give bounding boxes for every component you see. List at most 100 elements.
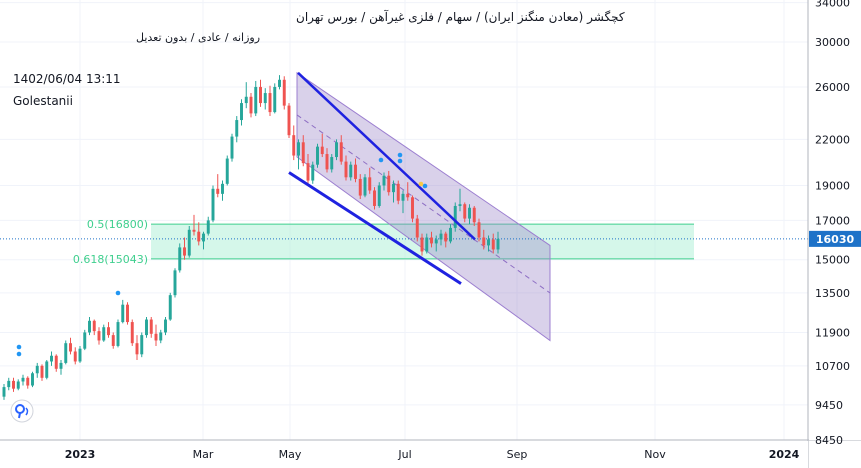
candle-body bbox=[325, 154, 329, 170]
channel-midline bbox=[296, 114, 551, 294]
candle-body bbox=[45, 361, 49, 378]
price-axis[interactable] bbox=[809, 0, 861, 440]
time-tick-label: Nov bbox=[644, 448, 666, 461]
candle-body bbox=[173, 270, 177, 296]
price-tick-label: 15000 bbox=[815, 254, 850, 267]
trendline-lower bbox=[288, 171, 462, 285]
price-tick-label: 9450 bbox=[815, 399, 843, 412]
event-marker bbox=[397, 158, 403, 164]
time-tick-label: Sep bbox=[507, 448, 528, 461]
candle-body bbox=[363, 177, 367, 196]
candle-body bbox=[491, 239, 495, 250]
candle-body bbox=[111, 335, 115, 346]
candle-body bbox=[354, 164, 357, 179]
time-tick-label: 2023 bbox=[65, 448, 96, 461]
drawings-front bbox=[16, 71, 476, 357]
candle-body bbox=[487, 239, 490, 246]
candle-body bbox=[278, 79, 281, 87]
candle-body bbox=[16, 381, 20, 389]
candle-body bbox=[164, 319, 167, 333]
time-axis[interactable] bbox=[0, 441, 808, 468]
candle-body bbox=[121, 304, 125, 323]
candle-body bbox=[292, 135, 296, 156]
candle-body bbox=[439, 233, 443, 240]
candle-body bbox=[411, 197, 414, 219]
trendline-upper bbox=[297, 71, 476, 241]
candle-body bbox=[78, 348, 82, 362]
candle-body bbox=[306, 163, 310, 181]
candle-body bbox=[458, 204, 462, 206]
price-tick-label: 26000 bbox=[815, 81, 850, 94]
candle-body bbox=[406, 193, 410, 198]
candle-body bbox=[240, 103, 243, 121]
time-tick-label: 2024 bbox=[769, 448, 800, 461]
candle-body bbox=[472, 207, 476, 223]
candle-body bbox=[102, 327, 106, 341]
interval-info: روزانه / عادی / بدون تعدیل bbox=[136, 31, 260, 44]
candle-body bbox=[320, 146, 324, 155]
candle-body bbox=[453, 205, 457, 228]
candle-body bbox=[463, 204, 467, 219]
candle-body bbox=[349, 164, 353, 178]
price-tick-label: 11900 bbox=[815, 326, 850, 339]
candle-body bbox=[297, 142, 300, 156]
candle-body bbox=[482, 237, 486, 246]
candle-body bbox=[2, 387, 6, 397]
candle-body bbox=[69, 343, 72, 352]
candle-body bbox=[244, 96, 248, 104]
candle-body bbox=[12, 380, 15, 389]
candle-body bbox=[358, 178, 362, 196]
candle-body bbox=[88, 320, 91, 333]
time-tick-label: Jul bbox=[397, 448, 411, 461]
price-tick-label: 22000 bbox=[815, 133, 850, 146]
candle-body bbox=[7, 380, 11, 388]
regression-channel bbox=[296, 71, 551, 342]
candle-body bbox=[392, 183, 395, 193]
candle-body bbox=[430, 237, 433, 244]
candle-body bbox=[149, 319, 153, 334]
candle-body bbox=[216, 188, 220, 194]
candle-body bbox=[249, 96, 253, 114]
candle-body bbox=[154, 333, 158, 341]
candle-body bbox=[449, 227, 452, 242]
candle-body bbox=[311, 164, 315, 181]
candle-body bbox=[92, 320, 96, 332]
candle-body bbox=[183, 247, 186, 256]
candle-body bbox=[197, 231, 201, 242]
candle-body bbox=[434, 239, 438, 244]
candle-body bbox=[235, 120, 239, 137]
candle-body bbox=[116, 322, 120, 346]
candle-body bbox=[187, 229, 191, 256]
price-tick-label: 34000 bbox=[815, 0, 850, 10]
candle-body bbox=[178, 247, 182, 271]
candle-body bbox=[26, 377, 30, 386]
candle-body bbox=[301, 142, 305, 164]
fib-level-label: 0.618(15043) bbox=[73, 253, 148, 266]
candle-body bbox=[263, 93, 267, 104]
candle-body bbox=[230, 136, 234, 159]
candle-body bbox=[425, 237, 429, 252]
price-tick-label: 8450 bbox=[815, 434, 843, 447]
event-marker bbox=[16, 344, 22, 350]
candle-body bbox=[344, 161, 348, 178]
candle-body bbox=[339, 142, 343, 162]
candle-body bbox=[287, 105, 291, 136]
candle-body bbox=[50, 355, 53, 362]
candle-body bbox=[192, 229, 196, 232]
author-name: Golestanii bbox=[13, 94, 73, 108]
candle-body bbox=[377, 185, 381, 206]
candle-body bbox=[444, 233, 448, 242]
candle-body bbox=[159, 332, 163, 341]
candle-body bbox=[40, 365, 44, 378]
candle-body bbox=[382, 175, 386, 186]
tradingview-logo-icon[interactable] bbox=[10, 399, 34, 423]
candle-body bbox=[259, 86, 262, 104]
candle-body bbox=[145, 319, 148, 336]
price-axis-ticks: 34000 30000 26000 22000 19000 17000 15000 13500… bbox=[815, 0, 850, 447]
candle-body bbox=[268, 93, 272, 113]
price-tick-label: 10700 bbox=[815, 360, 850, 373]
candle-body bbox=[316, 146, 319, 165]
symbol-title: کچگشر (معادن منگنز ایران) / سهام / فلزی … bbox=[296, 9, 625, 25]
